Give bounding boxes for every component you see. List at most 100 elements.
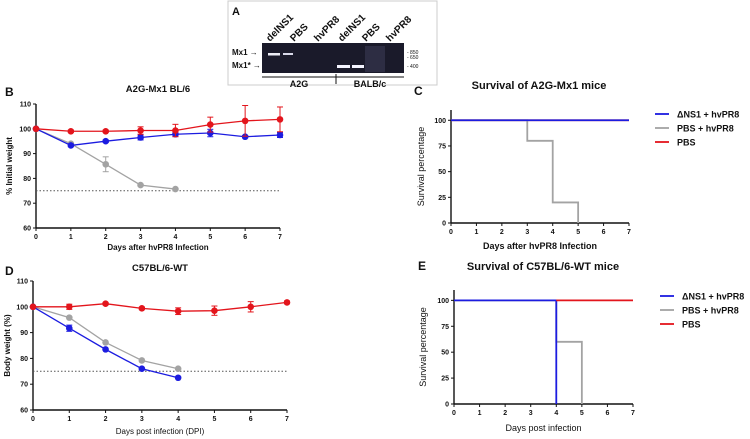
x-tick-label: 5 — [580, 410, 584, 417]
legend-label: ΔNS1 + hvPR8 — [682, 292, 744, 302]
y-tick-label: 0 — [445, 402, 449, 409]
x-tick-label: 0 — [452, 410, 456, 417]
panel-label-a: A — [232, 6, 240, 18]
series-pbs-hvpr8 — [29, 303, 182, 373]
data-point — [29, 303, 37, 311]
y-tick-label: 50 — [438, 169, 446, 176]
x-tick-label: 2 — [104, 234, 108, 241]
data-point — [172, 185, 179, 193]
y-axis-label: % Initial weight — [5, 137, 14, 195]
x-tick-label: 5 — [212, 416, 216, 423]
legend-item: PBS + hvPR8 — [655, 124, 734, 134]
gel-ladder-label: - 400 — [407, 64, 419, 70]
data-point — [32, 125, 40, 133]
x-axis-label: Days post infection (DPI) — [116, 427, 205, 436]
data-point — [276, 131, 284, 139]
data-point — [65, 324, 73, 332]
x-tick-label: 7 — [631, 410, 635, 417]
data-point — [102, 160, 110, 168]
gel-ladder-label: - 650 — [407, 55, 419, 61]
data-point — [137, 127, 144, 134]
data-point — [276, 116, 284, 123]
chart-b: A2G-Mx1 BL/6 0 1 2 3 4 5 6 7 60 70 80 90 100 110 Days a… — [5, 84, 284, 252]
data-point — [172, 127, 179, 134]
x-axis-label: Days after hvPR8 Infection — [483, 241, 597, 251]
chart-title: Survival of A2G-Mx1 mice — [472, 80, 607, 92]
survival-step-line — [454, 299, 558, 404]
series-pbs-hvpr8 — [454, 299, 583, 404]
gel-band-mx1 — [283, 53, 293, 55]
x-tick-label: 0 — [449, 229, 453, 236]
x-tick-label: 2 — [503, 410, 507, 417]
y-tick-label: 70 — [20, 382, 28, 389]
gel-band-mx1star — [352, 65, 364, 68]
y-tick-label: 100 — [437, 298, 449, 305]
chart-d: C57BL/6-WT 0 1 2 3 4 5 6 7 60 70 80 90 100 110 Days pos… — [3, 263, 291, 436]
chart-title: A2G-Mx1 BL/6 — [126, 84, 190, 95]
legend-label: PBS — [677, 138, 696, 148]
y-tick-label: 70 — [23, 201, 31, 208]
y-tick-label: 60 — [23, 226, 31, 233]
chart-c: Survival of A2G-Mx1 mice 0 1 2 3 4 5 6 7 0 25 50 75 1… — [416, 80, 739, 251]
x-tick-label: 6 — [249, 416, 253, 423]
x-axis-label: Days post infection — [505, 423, 581, 433]
y-tick-label: 25 — [438, 195, 446, 202]
x-tick-label: 4 — [173, 234, 177, 241]
data-point — [283, 299, 291, 306]
panel-label-d: D — [5, 264, 14, 278]
x-tick-label: 3 — [139, 234, 143, 241]
x-tick-label: 2 — [500, 229, 504, 236]
gel-group-label: A2G — [290, 79, 309, 89]
data-point — [138, 365, 146, 373]
x-tick-label: 1 — [69, 234, 73, 241]
panel-label-c: C — [414, 84, 423, 98]
y-axis-label: Body weight (%) — [3, 314, 12, 377]
gel-band-label: Mx1 → — [232, 48, 258, 57]
x-tick-label: 1 — [67, 416, 71, 423]
x-tick-label: 3 — [525, 229, 529, 236]
y-tick-label: 110 — [20, 102, 31, 109]
x-tick-label: 3 — [529, 410, 533, 417]
y-tick-label: 75 — [441, 324, 449, 331]
legend-item: PBS + hvPR8 — [660, 306, 739, 316]
data-point — [211, 307, 218, 314]
series-pbs-hvpr8 — [451, 119, 580, 223]
data-point — [247, 303, 255, 311]
gel-band-mx1 — [268, 53, 280, 56]
data-point — [138, 357, 146, 364]
panel-label-e: E — [418, 259, 426, 273]
legend-item: ΔNS1 + hvPR8 — [660, 292, 744, 302]
series-pbs — [32, 104, 284, 138]
legend-label: PBS — [682, 320, 701, 330]
x-tick-label: 7 — [627, 229, 631, 236]
x-tick-label: 0 — [34, 234, 38, 241]
y-tick-label: 100 — [16, 304, 28, 311]
y-axis-label: Survival percentage — [416, 127, 426, 207]
y-tick-label: 60 — [20, 408, 28, 415]
gel-group-label: BALB/c — [354, 79, 387, 89]
x-tick-label: 6 — [243, 234, 247, 241]
x-tick-label: 6 — [605, 410, 609, 417]
data-point — [138, 305, 146, 312]
data-point — [206, 129, 214, 137]
legend-item: PBS — [660, 320, 701, 330]
data-point — [102, 339, 109, 346]
legend-item: PBS — [655, 138, 696, 148]
series--ns1-hvpr8 — [454, 299, 558, 404]
x-tick-label: 5 — [576, 229, 580, 236]
series-line — [35, 118, 281, 132]
data-point — [65, 314, 73, 321]
series-line — [35, 128, 281, 147]
data-point — [137, 181, 144, 189]
data-point — [67, 142, 75, 149]
legend-item: ΔNS1 + hvPR8 — [655, 110, 739, 120]
x-tick-label: 1 — [478, 410, 482, 417]
data-point — [67, 127, 75, 135]
x-tick-label: 4 — [551, 229, 555, 236]
y-tick-label: 75 — [438, 143, 446, 150]
data-point — [241, 117, 249, 125]
chart-e: Survival of C57BL/6-WT mice 0 1 2 3 4 5 6 7 0 25 50… — [418, 261, 744, 433]
legend-label: PBS + hvPR8 — [682, 306, 739, 316]
